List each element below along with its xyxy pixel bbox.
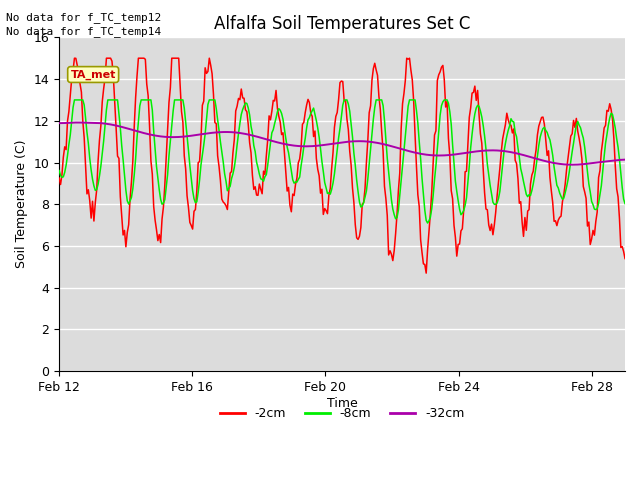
- Text: TA_met: TA_met: [70, 70, 116, 80]
- Y-axis label: Soil Temperature (C): Soil Temperature (C): [15, 140, 28, 268]
- Text: No data for f_TC_temp12: No data for f_TC_temp12: [6, 12, 162, 23]
- Legend: -2cm, -8cm, -32cm: -2cm, -8cm, -32cm: [214, 402, 470, 425]
- X-axis label: Time: Time: [326, 396, 358, 409]
- Text: No data for f_TC_temp14: No data for f_TC_temp14: [6, 26, 162, 37]
- Title: Alfalfa Soil Temperatures Set C: Alfalfa Soil Temperatures Set C: [214, 15, 470, 33]
